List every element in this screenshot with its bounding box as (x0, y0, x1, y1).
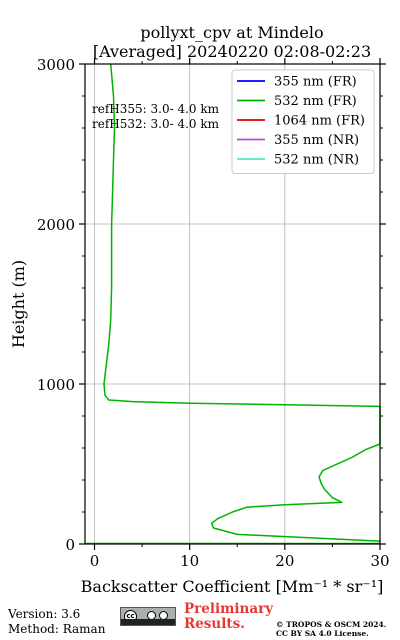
y-tick-label: 1000 (37, 376, 75, 394)
chart-subtitle: [Averaged] 20240220 02:08-02:23 (93, 42, 371, 61)
x-axis-label: Backscatter Coefficient [Mm⁻¹ * sr⁻¹] (81, 577, 384, 596)
y-tick-label: 0 (65, 536, 75, 554)
legend-box (231, 69, 375, 174)
axis-ticks (79, 58, 386, 550)
y-tick-label: 2000 (37, 216, 75, 234)
y-tick-label: 3000 (37, 56, 75, 74)
copyright-line2: CC BY SA 4.0 License. (276, 629, 369, 638)
x-tick-label: 20 (275, 552, 294, 570)
annotation-refh355: refH355: 3.0- 4.0 km (92, 102, 220, 116)
y-axis-label: Height (m) (9, 260, 28, 348)
version-label: Version: 3.6 (8, 607, 81, 621)
x-tick-labels: 0 10 20 30 (90, 552, 390, 570)
preliminary-line2: Results. (184, 616, 245, 632)
legend-label: 532 nm (NR) (274, 153, 359, 168)
plot-frame (84, 63, 381, 545)
copyright-notice: © TROPOS & OSCM 2024. CC BY SA 4.0 Licen… (276, 620, 386, 638)
backscatter-profile-chart: pollyxt_cpv at Mindelo [Averaged] 202402… (9, 23, 390, 596)
legend-label: 355 nm (FR) (274, 75, 357, 90)
method-label: Method: Raman (8, 622, 106, 636)
chart-title: pollyxt_cpv at Mindelo (140, 23, 323, 42)
annotation-refh532: refH532: 3.0- 4.0 km (92, 117, 220, 131)
x-tick-label: 30 (370, 552, 389, 570)
copyright-line1: © TROPOS & OSCM 2024. (276, 620, 387, 629)
legend-label: 1064 nm (FR) (274, 114, 365, 129)
x-tick-label: 0 (90, 552, 100, 570)
x-tick-label: 10 (180, 552, 199, 570)
preliminary-notice: Preliminary Results. (184, 602, 273, 632)
legend-label: 532 nm (FR) (274, 94, 357, 109)
y-tick-labels: 0 1000 2000 3000 (37, 56, 75, 554)
legend: 355 nm (FR) 532 nm (FR) 1064 nm (FR) 355 nm… (231, 69, 375, 174)
cc-license-badge: cc (120, 607, 176, 626)
preliminary-line1: Preliminary (184, 601, 274, 617)
legend-label: 355 nm (NR) (274, 133, 359, 148)
badge-bar (121, 619, 175, 625)
